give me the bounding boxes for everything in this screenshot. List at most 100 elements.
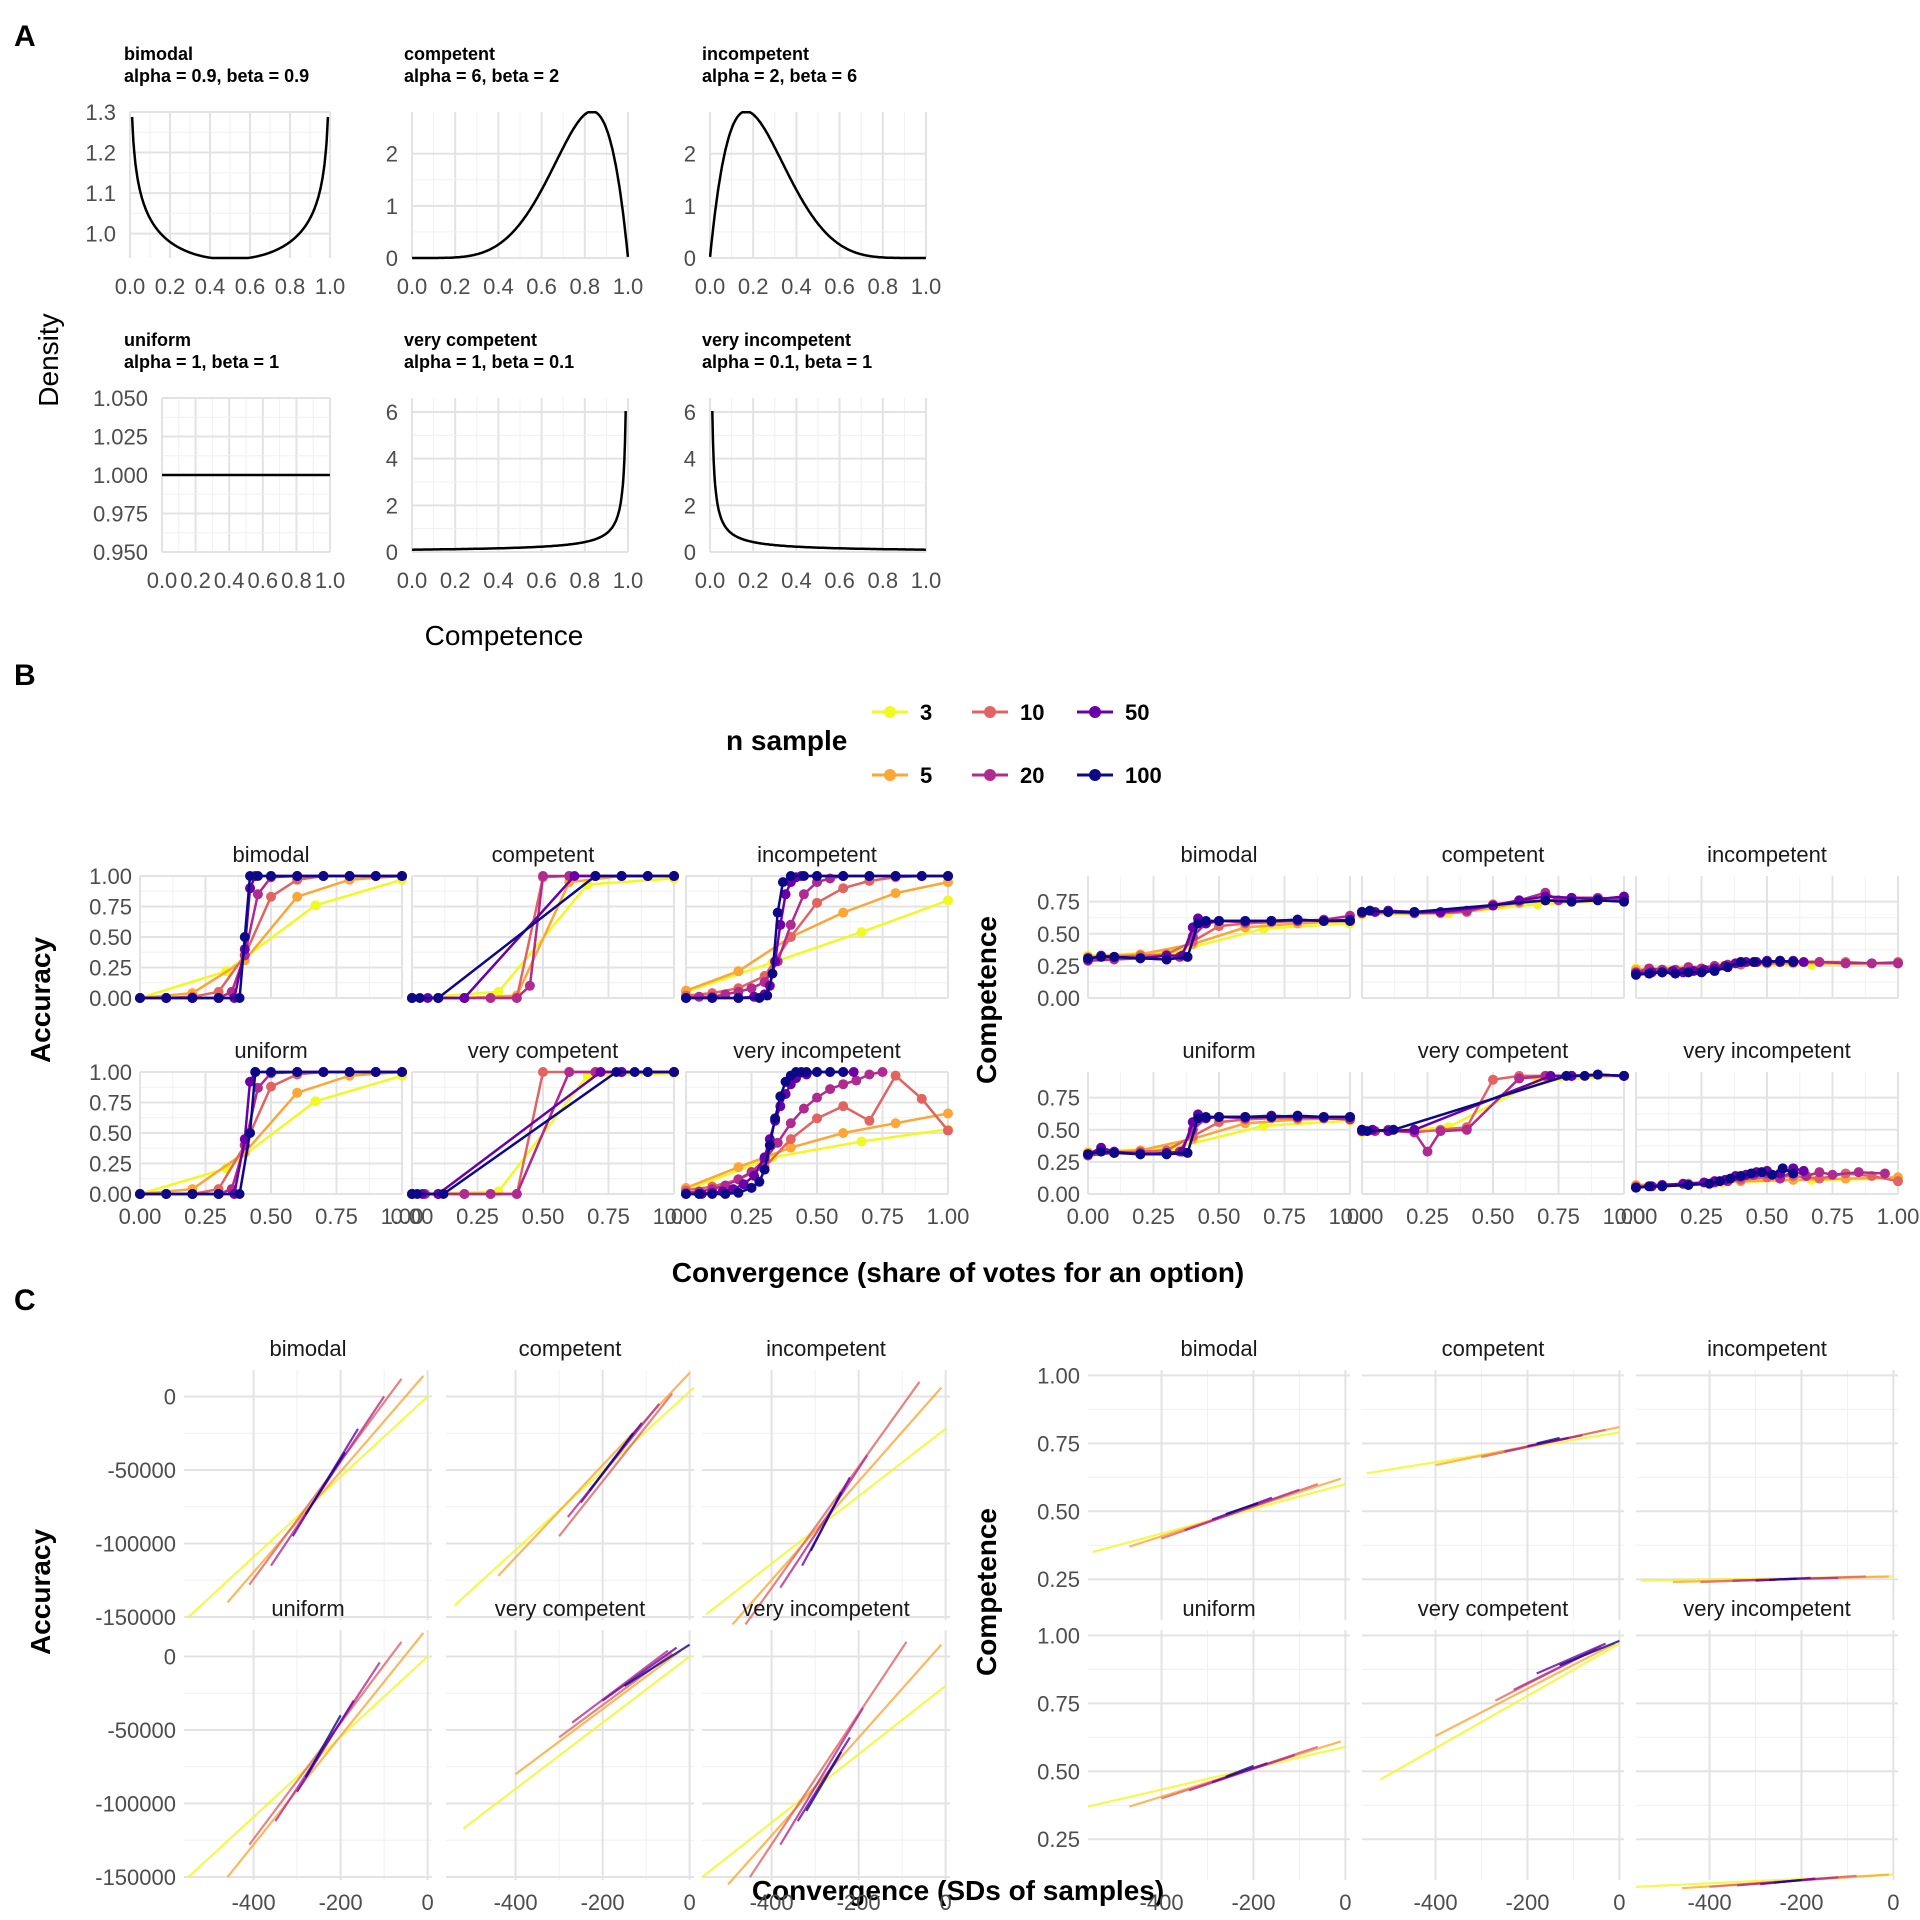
data-point-n100 [370, 1067, 381, 1077]
density-curve [711, 410, 926, 551]
data-point-n3 [310, 1096, 321, 1107]
x-tick-label: 0.50 [1198, 1204, 1241, 1229]
data-point-n100 [767, 968, 778, 979]
facet-title: uniform [1182, 1038, 1255, 1063]
data-point-n100 [1383, 906, 1394, 917]
panel-b-xlabel: Convergence (share of votes for an optio… [672, 1257, 1245, 1288]
facet-uniform: uniform 0 -50000 -100000 -150000 -400 -200 0 [95, 1596, 434, 1915]
x-tick-label: 0 [422, 1890, 434, 1915]
data-point-n20 [798, 1103, 809, 1114]
data-point-n100 [1566, 896, 1577, 907]
y-tick-label: 1.0 [85, 222, 116, 247]
data-point-n100 [1083, 1149, 1093, 1160]
data-point-n100 [1200, 1111, 1211, 1122]
series-line-n50 [1527, 1436, 1570, 1448]
x-tick-label: 0.8 [275, 274, 306, 299]
data-point-n100 [642, 871, 653, 881]
series-line-n50 [601, 1646, 678, 1702]
x-tick-label: 0.6 [235, 274, 266, 299]
density-curve [130, 116, 330, 260]
x-tick-label: 1.00 [1877, 1204, 1920, 1229]
data-point-n100 [266, 871, 276, 881]
facet-very-competent: very competent -400 -200 0 [1362, 1596, 1626, 1915]
legend-item: 3 [872, 700, 932, 725]
y-tick-label: 1.050 [93, 386, 148, 411]
x-tick-label: 0.50 [522, 1204, 565, 1229]
facet-title: very competent [468, 1038, 618, 1063]
series-group [1635, 1873, 1894, 1890]
data-point-n100 [629, 1067, 640, 1077]
panel-c-xlabel: Convergence (SDs of samples) [752, 1875, 1164, 1906]
legend-item: 20 [972, 763, 1044, 788]
data-point-n100 [754, 1176, 765, 1187]
data-point-n5 [292, 1087, 303, 1098]
x-tick-label: 0.50 [250, 1204, 293, 1229]
data-point-n100 [720, 1189, 731, 1199]
y-tick-label: 0 [164, 1644, 176, 1669]
data-point-n10 [838, 1101, 849, 1112]
data-point-n100 [759, 1164, 770, 1175]
x-tick-label: 0.8 [570, 274, 601, 299]
series-group [1083, 1109, 1355, 1161]
facet-title: competent [1442, 842, 1545, 867]
data-point-n100 [239, 932, 250, 942]
density-curve [412, 410, 627, 551]
panel-b-ylabel-right: Competence [971, 916, 1002, 1084]
facet-title: bimodal [232, 842, 309, 867]
x-tick-label: 0.0 [397, 568, 428, 593]
facet-title: very competent [1418, 1596, 1568, 1621]
y-tick-label: 2 [386, 493, 398, 518]
legend-label: 20 [1020, 763, 1044, 788]
y-tick-label: 6 [386, 400, 398, 425]
x-tick-label: 0 [684, 1890, 696, 1915]
data-point-n100 [1266, 1111, 1277, 1122]
x-tick-label: 0.2 [440, 274, 471, 299]
series-line-n100 [1769, 1577, 1797, 1581]
panel-c-right: bimodal 0.25 0.50 0.75 1.00 competent incompet… [1037, 1336, 1899, 1915]
legend-key-point [984, 769, 996, 781]
facet-title: uniform [234, 1038, 307, 1063]
data-point-n100 [777, 877, 788, 888]
x-tick-label: 1.00 [1329, 1204, 1372, 1229]
data-point-n100 [1083, 953, 1093, 964]
data-point-n20 [1514, 1073, 1525, 1084]
data-point-n50 [848, 1067, 859, 1077]
facet-title: incompetent [1707, 1336, 1827, 1361]
y-tick-label: 1.1 [85, 181, 116, 206]
facet-incompetent: incompetent [1636, 1336, 1898, 1620]
x-tick-label: 0.2 [180, 568, 211, 593]
data-point-n100 [213, 993, 224, 1003]
data-point-n10 [812, 1113, 822, 1124]
data-point-n100 [590, 871, 601, 881]
series-line-n100 [1773, 1878, 1802, 1884]
x-tick-label: 0.0 [695, 568, 726, 593]
y-tick-label: 0.75 [89, 1091, 132, 1116]
data-point-n100 [1318, 1111, 1329, 1122]
data-point-n20 [564, 1067, 575, 1077]
x-tick-label: 0.2 [738, 568, 769, 593]
data-point-n100 [707, 1189, 718, 1199]
series-group [407, 1067, 679, 1199]
series-line-n5 [1434, 1642, 1616, 1737]
y-tick-label: 0 [684, 246, 696, 271]
data-point-n20 [1435, 1126, 1446, 1137]
data-point-n100 [1788, 957, 1799, 968]
series-group [705, 1381, 947, 1626]
y-tick-label: 0.75 [89, 895, 132, 920]
data-point-n5 [733, 1162, 744, 1173]
data-point-n100 [370, 871, 381, 881]
x-tick-label: 1.0 [315, 568, 346, 593]
series-line-n3 [462, 1655, 691, 1830]
x-tick-label: -400 [1688, 1890, 1732, 1915]
legend-label: 5 [920, 763, 932, 788]
data-point-n100 [1644, 1181, 1655, 1192]
x-tick-label: -200 [1505, 1890, 1549, 1915]
data-point-n100 [135, 993, 145, 1003]
facet-title: uniform [124, 330, 191, 350]
data-point-n100 [943, 871, 953, 881]
data-point-n100 [1696, 967, 1707, 978]
facet-incompetent: incompetent [681, 842, 953, 1003]
panel-c-ylabel-left: Accuracy [25, 1529, 56, 1656]
data-point-n100 [1193, 918, 1204, 929]
